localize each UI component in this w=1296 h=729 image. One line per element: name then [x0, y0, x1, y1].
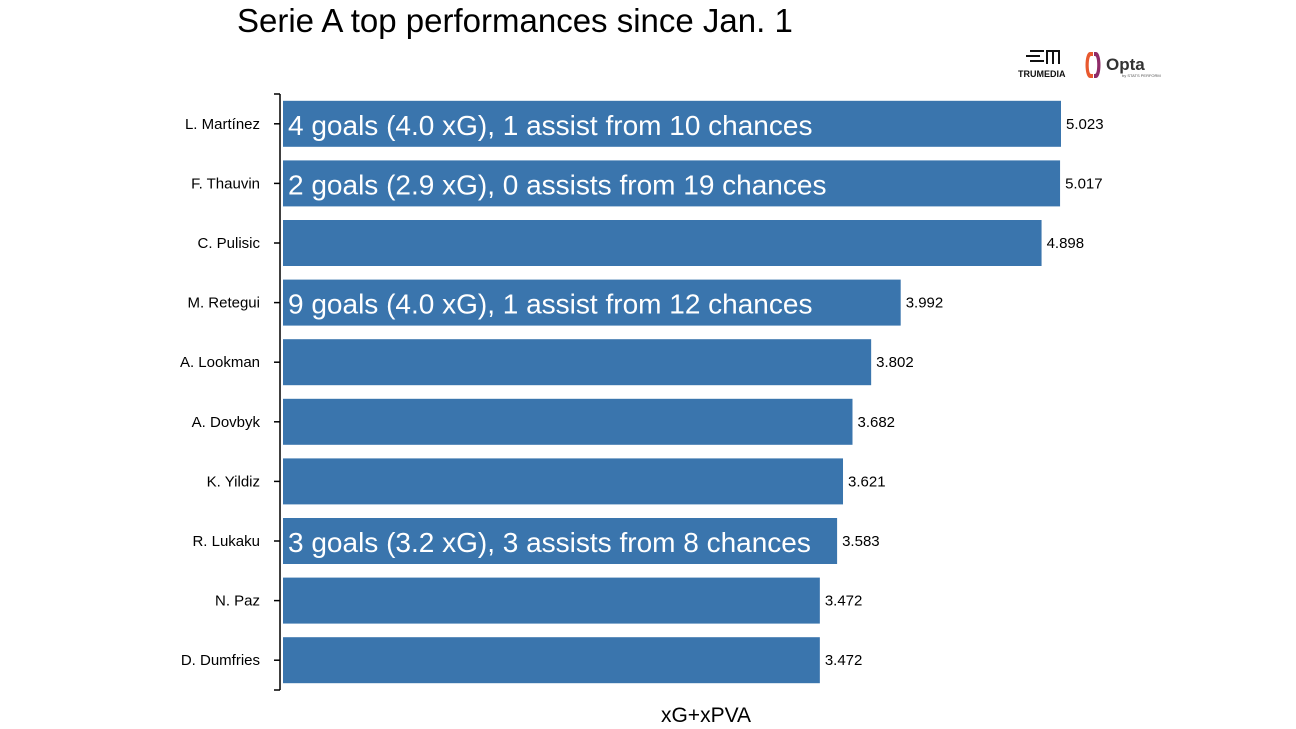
- opta-mark-icon: [1085, 52, 1101, 78]
- x-axis-title: xG+xPVA: [661, 704, 751, 727]
- bar: [283, 458, 844, 505]
- bar-annotation: 4 goals (4.0 xG), 1 assist from 10 chanc…: [288, 110, 812, 141]
- y-tick-label: D. Dumfries: [181, 652, 260, 669]
- annotations-group: 4 goals (4.0 xG), 1 assist from 10 chanc…: [288, 110, 826, 558]
- y-tick-label: A. Dovbyk: [192, 414, 261, 431]
- data-label: 3.583: [842, 533, 880, 550]
- bar-annotation: 3 goals (3.2 xG), 3 assists from 8 chanc…: [288, 527, 811, 558]
- bar: [283, 398, 853, 445]
- trumedia-logo: TRUMEDIA Opta by STATS PERFORM: [1018, 50, 1161, 79]
- y-axis: L. Martínez F. Thauvin C. Pulisic M. Retegu…: [180, 93, 281, 691]
- bars-group: [283, 100, 1061, 684]
- bar: [283, 339, 872, 386]
- y-tick-label: K. Yildiz: [207, 473, 260, 490]
- bar-annotation: 9 goals (4.0 xG), 1 assist from 12 chanc…: [288, 289, 812, 320]
- chart-title: Serie A top performances since Jan. 1: [237, 2, 793, 39]
- bar: [283, 577, 820, 624]
- bar: [283, 637, 820, 684]
- opta-subtext: by STATS PERFORM: [1122, 73, 1161, 78]
- trumedia-wordmark: TRUMEDIA: [1018, 69, 1066, 79]
- data-label: 3.472: [825, 593, 863, 610]
- bar: [283, 100, 1061, 147]
- data-label: 3.682: [857, 414, 895, 431]
- value-labels-group: 5.023 5.017 4.898 3.992 3.802 3.682 3.621 3.583…: [825, 116, 1104, 669]
- bar: [283, 518, 838, 564]
- trumedia-mark-icon: [1026, 50, 1060, 64]
- y-tick-label: F. Thauvin: [191, 175, 260, 192]
- logos: TRUMEDIA Opta by STATS PERFORM: [1012, 48, 1164, 82]
- data-label: 3.621: [848, 473, 886, 490]
- y-tick-label: N. Paz: [215, 593, 260, 610]
- data-label: 4.898: [1047, 235, 1085, 252]
- y-tick-label: A. Lookman: [180, 354, 260, 371]
- bar: [283, 220, 1042, 266]
- data-label: 3.802: [876, 354, 914, 371]
- bar: [283, 279, 901, 326]
- opta-wordmark: Opta: [1106, 55, 1145, 74]
- data-label: 3.472: [825, 652, 863, 669]
- data-label: 5.017: [1065, 175, 1103, 192]
- data-label: 5.023: [1066, 116, 1104, 133]
- data-label: 3.992: [906, 295, 944, 312]
- bar-annotation: 2 goals (2.9 xG), 0 assists from 19 chan…: [288, 169, 826, 200]
- y-tick-label: M. Retegui: [187, 295, 260, 312]
- y-tick-label: R. Lukaku: [192, 533, 260, 550]
- y-tick-label: L. Martínez: [185, 116, 260, 133]
- bar: [283, 160, 1061, 207]
- y-tick-label: C. Pulisic: [197, 235, 260, 252]
